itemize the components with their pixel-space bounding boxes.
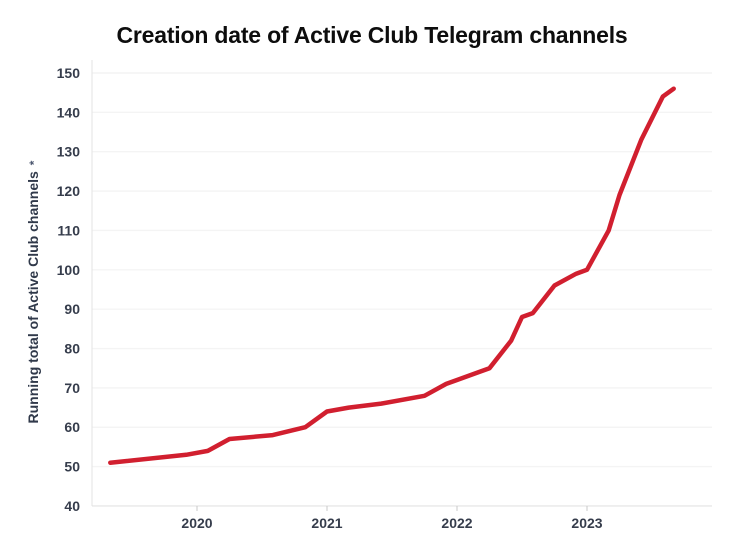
- y-tick-label: 100: [57, 262, 81, 278]
- y-tick-label: 120: [57, 183, 81, 199]
- y-tick-label: 110: [57, 222, 80, 238]
- chart-title: Creation date of Active Club Telegram ch…: [116, 22, 628, 48]
- y-tick-label: 140: [57, 104, 81, 120]
- x-tick-label: 2023: [571, 515, 602, 531]
- y-tick-label: 130: [57, 144, 81, 160]
- y-tick-label: 90: [64, 301, 80, 317]
- x-tick-label: 2021: [311, 515, 342, 531]
- y-tick-label: 40: [64, 498, 80, 514]
- y-tick-label: 60: [64, 419, 80, 435]
- data-line: [108, 86, 676, 465]
- y-tick-label: 70: [64, 380, 80, 396]
- y-tick-label: 150: [57, 65, 81, 81]
- y-tick-label: 50: [64, 459, 80, 475]
- x-tick-label: 2022: [441, 515, 472, 531]
- y-tick-label: 80: [64, 341, 80, 357]
- x-tick-label: 2020: [181, 515, 212, 531]
